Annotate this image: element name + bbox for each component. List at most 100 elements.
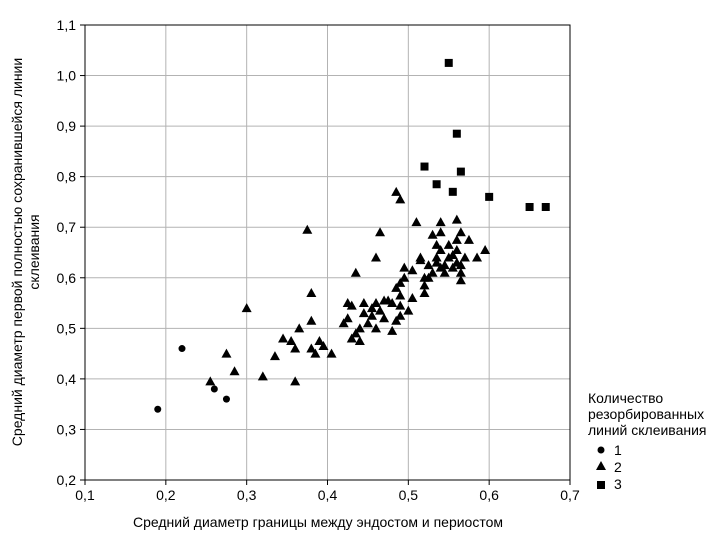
data-point-triangle	[294, 323, 305, 333]
data-points	[154, 58, 550, 413]
data-point-triangle	[306, 315, 317, 325]
data-point-triangle	[427, 267, 438, 277]
y-axis-title-line2: склеивания	[26, 214, 42, 289]
data-point-triangle	[395, 310, 406, 320]
data-point-triangle	[290, 376, 301, 386]
data-point-triangle	[399, 272, 410, 282]
data-point-triangle	[366, 303, 377, 313]
data-point-triangle	[346, 333, 357, 343]
y-tick-label: 0,8	[57, 169, 77, 185]
y-tick-label: 0,2	[57, 472, 77, 488]
data-point-triangle	[302, 224, 313, 234]
data-point-triangle	[318, 341, 329, 351]
data-point-square	[432, 180, 441, 189]
data-point-triangle	[395, 277, 406, 287]
data-point-triangle	[306, 343, 317, 353]
legend-marker-circle-icon	[597, 446, 605, 454]
data-point-square	[525, 203, 534, 211]
data-point-triangle	[447, 262, 458, 272]
data-point-triangle	[221, 348, 232, 358]
data-point-triangle	[463, 234, 474, 244]
data-point-triangle	[358, 308, 369, 318]
data-point-circle	[178, 345, 186, 353]
data-point-triangle	[375, 305, 386, 315]
data-point-triangle	[391, 282, 402, 292]
data-point-triangle	[205, 376, 216, 386]
data-point-triangle	[455, 227, 466, 237]
legend-label-2: 2	[614, 459, 622, 475]
data-point-triangle	[391, 186, 402, 196]
x-axis-ticks: 0,1 0,2 0,3 0,4 0,5 0,6 0,7	[75, 480, 580, 503]
x-tick-label: 0,2	[156, 487, 176, 503]
data-point-triangle	[350, 267, 361, 277]
data-point-triangle	[419, 280, 430, 290]
y-tick-label: 0,4	[57, 371, 77, 387]
data-point-triangle	[326, 348, 337, 358]
data-point-triangle	[290, 343, 301, 353]
data-point-triangle	[415, 255, 426, 265]
x-axis-title: Средний диаметр границы между эндостом и…	[133, 514, 503, 530]
y-tick-label: 0,7	[57, 219, 77, 235]
y-tick-label: 0,5	[57, 320, 77, 336]
data-point-triangle	[419, 287, 430, 297]
data-point-triangle	[439, 267, 450, 277]
data-point-triangle	[435, 217, 446, 227]
data-point-triangle	[447, 250, 458, 260]
data-point-triangle	[423, 260, 434, 270]
data-point-triangle	[427, 229, 438, 239]
data-point-triangle	[342, 313, 353, 323]
legend-marker-triangle-icon	[596, 461, 606, 470]
data-point-triangle	[480, 244, 491, 254]
data-point-circle	[222, 395, 230, 403]
data-point-triangle	[472, 252, 483, 262]
data-point-circle	[210, 385, 218, 393]
data-point-triangle	[229, 366, 240, 376]
data-point-square	[452, 129, 461, 138]
data-point-triangle	[455, 267, 466, 277]
data-point-triangle	[371, 323, 381, 333]
x-tick-label: 0,5	[399, 487, 419, 503]
data-point-square	[485, 192, 494, 201]
data-point-square	[456, 167, 465, 176]
data-point-triangle	[379, 313, 390, 323]
data-point-triangle	[395, 194, 406, 204]
y-axis-title-line1: Средний диаметр первой полностью сохрани…	[9, 58, 25, 446]
data-point-triangle	[346, 300, 357, 310]
data-point-square	[448, 187, 457, 196]
data-point-triangle	[269, 351, 280, 361]
x-tick-label: 0,6	[479, 487, 499, 503]
data-point-triangle	[443, 252, 454, 262]
data-point-triangle	[354, 335, 365, 345]
data-point-triangle	[350, 328, 361, 338]
data-point-triangle	[354, 323, 365, 333]
y-tick-label: 0,6	[57, 270, 77, 286]
x-tick-label: 0,3	[237, 487, 257, 503]
data-point-triangle	[459, 252, 470, 262]
data-point-triangle	[286, 335, 297, 345]
legend-label-1: 1	[614, 442, 622, 458]
data-point-triangle	[395, 290, 406, 300]
y-axis-ticks: 0,2 0,3 0,4 0,5 0,6 0,7 0,8 0,9 1,0 1,1	[57, 17, 85, 488]
data-point-triangle	[435, 262, 446, 272]
data-point-triangle	[362, 318, 373, 328]
y-tick-label: 0,9	[57, 118, 77, 134]
data-point-triangle	[407, 293, 418, 302]
data-point-triangle	[451, 234, 462, 244]
y-tick-label: 0,3	[57, 421, 77, 437]
data-point-triangle	[387, 325, 398, 335]
data-point-triangle	[338, 318, 349, 328]
data-point-triangle	[358, 298, 369, 308]
legend: Количество резорбированных линий склеива…	[588, 390, 707, 492]
data-point-triangle	[431, 257, 442, 267]
data-point-circle	[154, 405, 162, 413]
legend-title-line3: линий склеивания	[588, 422, 707, 438]
data-point-triangle	[435, 244, 446, 254]
data-point-square	[420, 162, 429, 171]
data-point-triangle	[371, 298, 381, 308]
data-point-triangle	[455, 275, 466, 285]
data-point-triangle	[451, 244, 462, 254]
data-point-triangle	[431, 239, 442, 249]
data-point-triangle	[431, 252, 442, 262]
data-point-triangle	[399, 262, 410, 272]
data-point-triangle	[443, 239, 454, 249]
